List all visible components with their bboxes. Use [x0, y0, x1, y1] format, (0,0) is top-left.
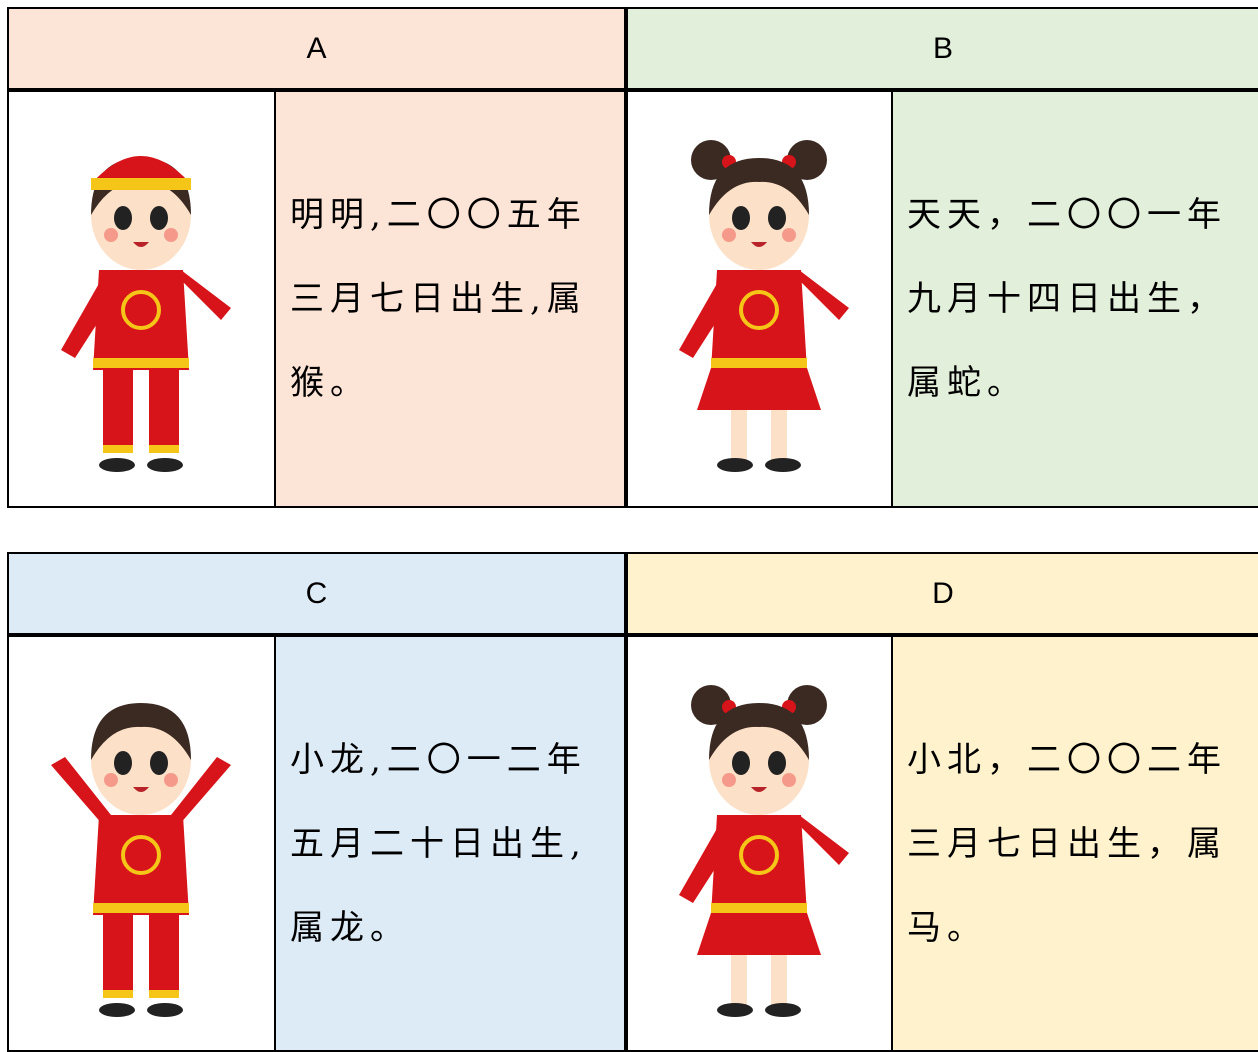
description-line: 三月七日出生，属	[907, 824, 1227, 864]
panel-header: A	[7, 7, 626, 90]
description-line: 属龙。	[290, 908, 410, 948]
text-cell	[274, 635, 626, 1052]
description-line: 猴。	[290, 363, 370, 403]
description-line: 马。	[907, 908, 987, 948]
description-line: 五月二十日出生,	[290, 824, 587, 864]
description-line: 明明,二〇〇五年	[290, 195, 587, 235]
description-line: 小龙,二〇一二年	[290, 740, 587, 780]
description-line: 属蛇。	[907, 363, 1027, 403]
description-line: 三月七日出生,属	[290, 279, 587, 319]
panel-header: C	[7, 552, 626, 635]
text-cell	[274, 90, 626, 508]
description-line: 天天，二〇〇一年	[907, 195, 1227, 235]
panel-header: D	[626, 552, 1258, 635]
character-illustration	[31, 665, 251, 1029]
character-illustration	[31, 120, 251, 484]
character-illustration	[649, 120, 869, 484]
character-illustration	[649, 665, 869, 1029]
description-line: 小北，二〇〇二年	[907, 740, 1227, 780]
description-line: 九月十四日出生，	[907, 279, 1227, 319]
text-cell	[891, 90, 1258, 508]
panel-header: B	[626, 7, 1258, 90]
text-cell	[891, 635, 1258, 1052]
